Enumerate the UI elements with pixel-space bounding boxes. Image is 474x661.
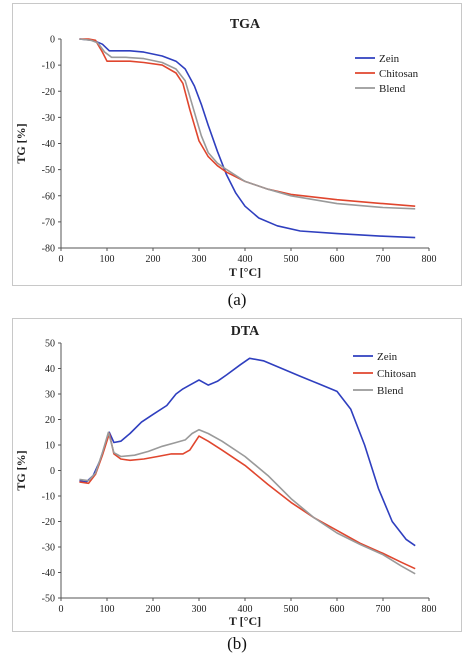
chart-0-series-line-blend [79, 38, 416, 210]
chart-0-x-tick-label: 300 [192, 254, 207, 265]
caption-b: (b) [227, 634, 247, 653]
chart-1-x-tick-label: 300 [192, 604, 207, 615]
chart-1-y-tick-label: -10 [42, 492, 55, 503]
chart-0-y-tick-label: -80 [42, 244, 55, 255]
chart-1-y-tick-label: 0 [50, 466, 55, 477]
chart-0-title: TGA [230, 17, 261, 32]
chart-0-x-tick-label: 600 [330, 254, 345, 265]
chart-1-y-tick-label: 50 [45, 339, 55, 350]
chart-1-series-line-blend [79, 428, 416, 575]
tga-chart: TGA 0 100 200 300 400 500 600 700 800 0 -10 -20 -30 -4… [14, 17, 437, 279]
chart-1-y-axis-label: TG [%] [14, 450, 28, 490]
chart-1-legend-label-blend: Blend [377, 385, 404, 397]
chart-0-y-tick-label: -40 [42, 139, 55, 150]
chart-1-y-tick-label: 30 [45, 390, 55, 401]
chart-1-y-tick-label: -50 [42, 594, 55, 605]
chart-0-x-tick-label: 800 [422, 254, 437, 265]
chart-0-x-tick-label: 500 [284, 254, 299, 265]
tga-chart-panel: TGA 0 100 200 300 400 500 600 700 800 0 -10 -20 -30 -4… [12, 3, 462, 286]
dta-chart-panel: DTA 0 100 200 300 400 500 600 700 800 50 40 30 20 10 0-… [12, 318, 462, 632]
chart-0-x-tick-label: 200 [146, 254, 161, 265]
chart-0-y-tick-label: 0 [50, 35, 55, 46]
chart-1-x-tick-label: 100 [100, 604, 115, 615]
chart-1-series-line-zein [79, 357, 416, 547]
chart-0-y-tick-label: -20 [42, 87, 55, 98]
chart-1-title: DTA [231, 324, 260, 339]
chart-0-y-tick-label: -70 [42, 217, 55, 228]
chart-1-x-tick-label: 400 [238, 604, 253, 615]
chart-0-y-tick-label: -30 [42, 113, 55, 124]
chart-0-x-tick-label: 100 [100, 254, 115, 265]
chart-1-x-tick-label: 600 [330, 604, 345, 615]
caption-a: (a) [227, 290, 247, 309]
chart-1-y-tick-label: -20 [42, 517, 55, 528]
chart-1-x-axis-label: T [°C] [229, 614, 261, 628]
chart-0-y-tick-label: -10 [42, 61, 55, 72]
chart-1-y-tick-label: -30 [42, 543, 55, 554]
chart-1-y-tick-label: 10 [45, 441, 55, 452]
chart-0-series-line-chitosan [79, 38, 416, 207]
chart-1-x-tick-label: 800 [422, 604, 437, 615]
chart-1-x-tick-label: 700 [376, 604, 391, 615]
chart-0-x-axis-label: T [°C] [229, 265, 261, 279]
chart-0-x-tick-label: 400 [238, 254, 253, 265]
chart-1-x-tick-label: 0 [59, 604, 64, 615]
chart-1-legend-label-zein: Zein [377, 351, 398, 363]
chart-1-y-tick-label: 40 [45, 364, 55, 375]
chart-1-x-tick-label: 200 [146, 604, 161, 615]
chart-0-legend-label-blend: Blend [379, 83, 406, 95]
chart-1-y-tick-label: -40 [42, 568, 55, 579]
chart-0-x-tick-label: 700 [376, 254, 391, 265]
chart-0-y-axis-label: TG [%] [14, 123, 28, 163]
chart-0-y-tick-label: -60 [42, 191, 55, 202]
chart-0-x-tick-label: 0 [59, 254, 64, 265]
chart-0-series-line-zein [79, 38, 416, 239]
chart-1-series-line-chitosan [79, 432, 416, 570]
chart-0-y-tick-label: -50 [42, 165, 55, 176]
chart-0-legend-label-chitosan: Chitosan [379, 68, 419, 80]
chart-1-legend-label-chitosan: Chitosan [377, 368, 417, 380]
chart-1-y-tick-label: 20 [45, 415, 55, 426]
chart-1-x-tick-label: 500 [284, 604, 299, 615]
chart-0-legend-label-zein: Zein [379, 53, 400, 65]
